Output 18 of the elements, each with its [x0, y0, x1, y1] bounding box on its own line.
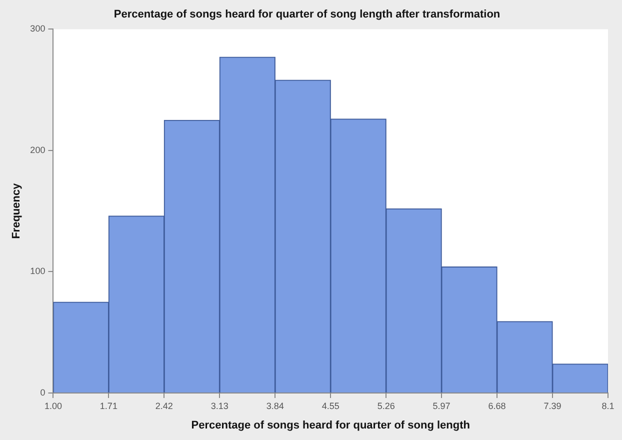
y-tick-label: 0: [40, 387, 46, 398]
x-tick-label: 3.13: [210, 400, 228, 411]
x-tick-label: 4.55: [322, 400, 340, 411]
x-tick-label: 3.84: [266, 400, 284, 411]
y-tick-label: 300: [30, 24, 46, 34]
chart-title: Percentage of songs heard for quarter of song length after transformation: [114, 8, 500, 21]
x-tick-label: 6.68: [488, 400, 506, 411]
x-tick-label: 1.71: [100, 400, 118, 411]
x-tick-label: 7.39: [544, 400, 562, 411]
x-tick-label: 5.97: [432, 400, 450, 411]
y-tick-label: 100: [30, 266, 46, 276]
x-tick-label: 2.42: [155, 400, 173, 411]
y-axis-title: Frequency: [10, 182, 23, 239]
x-tick-label: 1.00: [44, 400, 62, 411]
y-tick-label: 200: [30, 144, 46, 155]
x-axis-title: Percentage of songs heard for quarter of song length: [191, 419, 470, 432]
x-tick-label: 8.1: [602, 400, 614, 411]
x-tick-label: 5.26: [377, 400, 395, 411]
